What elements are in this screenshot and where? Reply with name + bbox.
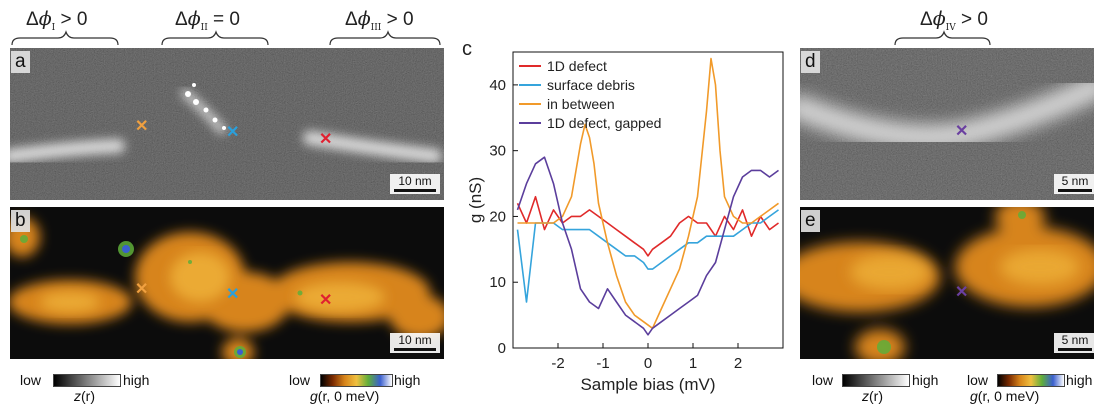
panel-d-letter: d [801,51,820,73]
panel-b-scalebar: 10 nm [390,333,440,353]
cb-right-z-high: high [912,373,938,387]
cb-right-g-label: g(r, 0 meV) [970,389,1039,403]
cb-right-g-high: high [1066,373,1092,387]
marker-red-b: ✕ [319,293,332,309]
y-tick-label: 20 [489,208,506,225]
y-tick-label: 30 [489,143,506,160]
panel-b-letter: b [11,210,30,232]
cb-left-z-high: high [123,373,149,387]
panel-e-scalebar: 5 nm [1054,333,1096,353]
x-tick-label: -2 [551,355,564,372]
cb-left-z-label: z(r) [74,389,95,403]
cb-left-g-low: low [289,373,310,387]
panel-d-scalebar: 5 nm [1054,174,1096,194]
series-line [518,157,779,335]
marker-blue-a: ✕ [226,125,239,141]
cb-right-g-bar [997,374,1065,387]
brace-IV [895,32,990,45]
legend-entry: surface debris [547,77,635,93]
cb-right-z-label: z(r) [862,389,883,403]
x-axis-label: Sample bias (mV) [580,375,715,394]
y-axis-label: g (nS) [466,177,485,223]
x-tick-label: 1 [689,355,697,372]
marker-blue-b: ✕ [226,287,239,303]
cb-left-z-bar [53,374,121,387]
marker-purple-e: ✕ [955,285,968,301]
brace-II [162,32,268,45]
legend-entry: 1D defect [547,58,607,74]
cb-right-z-low: low [812,373,833,387]
panel-b-conductance-map [10,207,444,359]
panel-e-letter: e [801,210,820,232]
cb-right-g-low: low [967,373,988,387]
legend-entry: in between [547,96,615,112]
panel-e-conductance-map [800,207,1094,359]
x-tick-label: 2 [734,355,742,372]
panel-d-topography [800,48,1094,200]
x-tick-label: -1 [596,355,609,372]
cb-left-g-label: g(r, 0 meV) [310,389,379,403]
panel-a-letter: a [11,51,30,73]
cb-right-z-bar [842,374,910,387]
cb-left-g-bar [320,374,393,387]
brace-I [12,32,118,45]
legend-entry: 1D defect, gapped [547,115,661,131]
x-tick-label: 0 [644,355,652,372]
y-tick-label: 10 [489,274,506,291]
panel-a-scalebar: 10 nm [390,174,440,194]
y-tick-label: 0 [498,340,506,357]
brace-III [330,32,440,45]
cb-left-z-low: low [20,373,41,387]
marker-orange-a: ✕ [135,119,148,135]
marker-purple-d: ✕ [955,124,968,140]
marker-orange-b: ✕ [135,282,148,298]
marker-red-a: ✕ [319,132,332,148]
cb-left-g-high: high [394,373,420,387]
y-tick-label: 40 [489,77,506,94]
